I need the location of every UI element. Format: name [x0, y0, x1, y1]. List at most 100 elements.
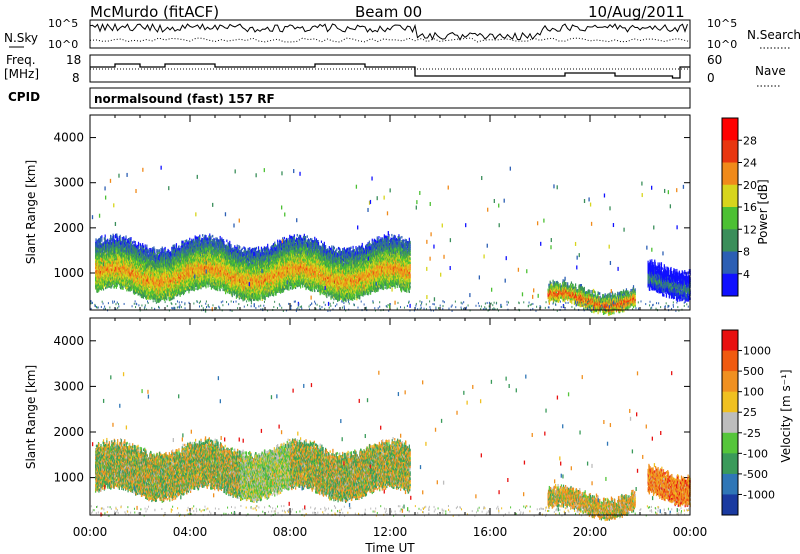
power-cell: [118, 246, 120, 250]
power-cell: [126, 278, 128, 282]
power-cell: [135, 290, 138, 293]
power-cell: [112, 260, 114, 264]
power-cell: [136, 272, 138, 276]
power-cell: [143, 249, 145, 253]
power-cell: [132, 270, 135, 274]
power-cell: [104, 254, 106, 258]
power-cell: [95, 287, 97, 290]
power-cell: [130, 249, 133, 253]
power-cell: [141, 279, 143, 282]
power-cell: [140, 245, 142, 249]
power-cell: [147, 250, 150, 253]
power-cell: [130, 255, 132, 258]
power-cell: [154, 248, 156, 252]
power-cell: [192, 238, 195, 242]
power-cell: [105, 243, 107, 247]
power-cell: [128, 257, 130, 260]
power-cell: [130, 241, 132, 244]
power-cell: [110, 239, 112, 242]
power-cell: [109, 285, 111, 288]
power-cell: [127, 276, 130, 280]
power-cell: [136, 268, 138, 271]
power-cell: [126, 286, 128, 290]
power-cell: [113, 269, 115, 273]
power-cell: [96, 286, 98, 289]
power-cell: [138, 292, 140, 295]
power-cell: [96, 288, 98, 291]
power-cell: [105, 249, 107, 253]
power-cell: [101, 235, 103, 238]
power-cell: [118, 256, 120, 259]
power-cell: [110, 255, 112, 258]
power-cell: [130, 285, 132, 289]
power-cell: [137, 260, 139, 264]
power-cell: [113, 271, 115, 275]
nave-tick-bottom: 0: [707, 71, 715, 85]
power-cell: [145, 294, 147, 297]
power-cell: [115, 282, 118, 285]
power-cell: [103, 283, 105, 287]
power-cell: [128, 282, 130, 286]
power-cell: [110, 282, 112, 285]
power-cell: [99, 283, 101, 286]
power-cell: [136, 266, 138, 270]
power-cell: [120, 252, 122, 255]
power-cell: [112, 233, 114, 237]
power-cell: [171, 246, 173, 250]
power-cell: [143, 287, 145, 291]
power-cell: [124, 273, 126, 276]
power-cell: [98, 288, 100, 292]
power-cell: [137, 241, 140, 245]
power-cell: [144, 266, 146, 269]
power-cell: [111, 283, 113, 286]
power-cell: [142, 263, 144, 266]
power-cell: [120, 273, 122, 277]
power-cell: [97, 241, 99, 245]
power-cell: [98, 258, 100, 262]
power-cell: [132, 241, 134, 244]
power-cell: [102, 249, 104, 253]
power-cell: [112, 266, 115, 269]
power-cell: [143, 253, 145, 256]
power-cell: [179, 248, 181, 251]
power-cell: [142, 245, 145, 248]
nsearch-tick-bottom: 10^0: [707, 38, 737, 51]
power-cell: [136, 286, 138, 289]
power-cell: [143, 294, 145, 297]
power-cell: [129, 239, 131, 243]
power-cell: [100, 280, 102, 284]
power-cell: [132, 269, 134, 273]
power-cell: [140, 247, 142, 251]
power-cell: [96, 267, 98, 271]
power-cell: [100, 275, 102, 278]
power-cell: [127, 238, 129, 242]
power-cell: [101, 263, 103, 267]
power-cell: [100, 254, 102, 258]
power-cell: [102, 264, 104, 267]
power-cell: [106, 249, 108, 252]
power-cell: [112, 235, 114, 239]
power-cell: [140, 293, 143, 297]
power-cell: [142, 269, 144, 273]
power-cell: [142, 294, 145, 297]
power-cell: [116, 241, 118, 245]
power-cell: [118, 260, 120, 264]
power-cell: [116, 282, 118, 285]
power-cell: [144, 252, 146, 255]
power-cell: [103, 243, 105, 246]
power-cell: [111, 268, 113, 272]
power-cell: [158, 249, 160, 252]
power-cell: [102, 285, 105, 289]
power-cell: [133, 240, 135, 244]
power-cell: [115, 284, 117, 288]
power-cell: [130, 273, 132, 277]
power-cell: [96, 290, 98, 293]
power-cell: [110, 259, 112, 262]
power-cell: [110, 280, 112, 283]
power-ytick-label: 2000: [53, 221, 84, 235]
power-cell: [104, 252, 106, 256]
power-cell: [106, 257, 108, 261]
power-cell: [132, 262, 134, 265]
power-cell: [128, 288, 130, 292]
power-cell: [125, 235, 127, 238]
